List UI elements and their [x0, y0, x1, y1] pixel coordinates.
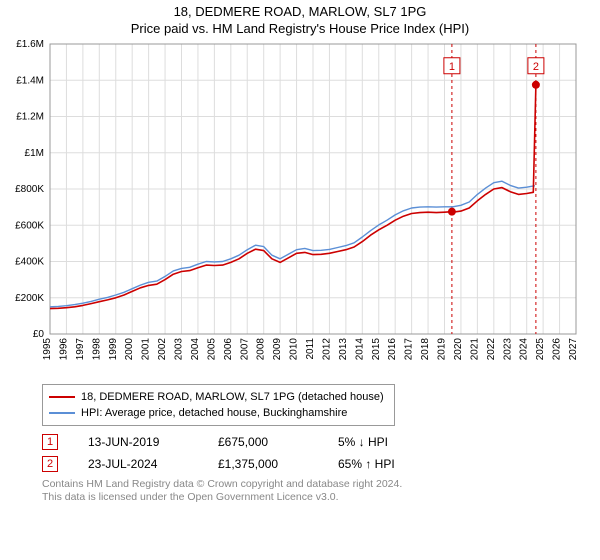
svg-text:1: 1: [449, 61, 455, 73]
footer: Contains HM Land Registry data © Crown c…: [42, 478, 600, 504]
legend-item: HPI: Average price, detached house, Buck…: [49, 405, 384, 421]
svg-text:2015: 2015: [371, 338, 382, 361]
svg-text:2002: 2002: [157, 338, 168, 361]
svg-text:2000: 2000: [124, 338, 135, 361]
svg-text:2020: 2020: [453, 338, 464, 361]
svg-text:£800K: £800K: [15, 184, 44, 195]
svg-text:1999: 1999: [108, 338, 119, 361]
svg-text:1996: 1996: [58, 338, 69, 361]
sale-marker: 1: [42, 434, 58, 450]
svg-text:£200K: £200K: [15, 293, 44, 304]
title-block: 18, DEDMERE ROAD, MARLOW, SL7 1PG Price …: [0, 0, 600, 38]
svg-text:2023: 2023: [502, 338, 513, 361]
title-main: 18, DEDMERE ROAD, MARLOW, SL7 1PG: [0, 4, 600, 19]
svg-text:2009: 2009: [272, 338, 283, 361]
sale-row: 2 23-JUL-2024 £1,375,000 65% ↑ HPI: [42, 456, 600, 472]
chart-container: 18, DEDMERE ROAD, MARLOW, SL7 1PG Price …: [0, 0, 600, 504]
svg-text:2011: 2011: [305, 338, 316, 360]
svg-text:£600K: £600K: [15, 220, 44, 231]
sale-rows: 1 13-JUN-2019 £675,000 5% ↓ HPI 2 23-JUL-2024…: [42, 434, 600, 472]
svg-text:£400K: £400K: [15, 257, 44, 268]
sale-date: 13-JUN-2019: [88, 435, 188, 449]
svg-text:2010: 2010: [289, 338, 300, 361]
svg-text:2017: 2017: [404, 338, 415, 361]
svg-text:2021: 2021: [469, 338, 480, 361]
svg-text:2007: 2007: [239, 338, 250, 361]
svg-text:2026: 2026: [552, 338, 563, 361]
svg-text:£1.6M: £1.6M: [16, 39, 44, 50]
svg-text:2004: 2004: [190, 338, 201, 361]
footer-line-2: This data is licensed under the Open Gov…: [42, 491, 600, 504]
chart-svg: £0£200K£400K£600K£800K£1M£1.2M£1.4M£1.6M…: [0, 38, 600, 373]
svg-text:2024: 2024: [519, 338, 530, 361]
svg-text:2022: 2022: [486, 338, 497, 361]
svg-text:2: 2: [533, 61, 539, 73]
svg-text:1997: 1997: [75, 338, 86, 361]
sale-date: 23-JUL-2024: [88, 457, 188, 471]
svg-text:2006: 2006: [223, 338, 234, 361]
legend-swatch: [49, 396, 75, 398]
svg-text:2003: 2003: [174, 338, 185, 361]
svg-text:2013: 2013: [338, 338, 349, 361]
svg-text:2001: 2001: [141, 338, 152, 361]
svg-text:2027: 2027: [568, 338, 579, 361]
svg-text:£1.4M: £1.4M: [16, 75, 44, 86]
svg-text:2008: 2008: [256, 338, 267, 361]
svg-text:2005: 2005: [206, 338, 217, 361]
svg-text:£1.2M: £1.2M: [16, 112, 44, 123]
svg-text:1995: 1995: [42, 338, 53, 361]
legend: 18, DEDMERE ROAD, MARLOW, SL7 1PG (detac…: [42, 384, 395, 426]
sale-delta: 65% ↑ HPI: [338, 457, 438, 471]
svg-text:2025: 2025: [535, 338, 546, 361]
sale-marker: 2: [42, 456, 58, 472]
sale-price: £1,375,000: [218, 457, 308, 471]
legend-label: 18, DEDMERE ROAD, MARLOW, SL7 1PG (detac…: [81, 389, 384, 405]
svg-text:1998: 1998: [91, 338, 102, 361]
chart: £0£200K£400K£600K£800K£1M£1.2M£1.4M£1.6M…: [0, 38, 600, 378]
svg-text:£1M: £1M: [25, 148, 44, 159]
sale-price: £675,000: [218, 435, 308, 449]
svg-text:2016: 2016: [387, 338, 398, 361]
svg-text:2018: 2018: [420, 338, 431, 361]
svg-text:2012: 2012: [321, 338, 332, 361]
legend-item: 18, DEDMERE ROAD, MARLOW, SL7 1PG (detac…: [49, 389, 384, 405]
svg-text:2019: 2019: [437, 338, 448, 361]
title-sub: Price paid vs. HM Land Registry's House …: [0, 21, 600, 36]
footer-line-1: Contains HM Land Registry data © Crown c…: [42, 478, 600, 491]
legend-label: HPI: Average price, detached house, Buck…: [81, 405, 347, 421]
svg-text:2014: 2014: [354, 338, 365, 361]
sale-delta: 5% ↓ HPI: [338, 435, 438, 449]
sale-row: 1 13-JUN-2019 £675,000 5% ↓ HPI: [42, 434, 600, 450]
legend-swatch: [49, 412, 75, 414]
